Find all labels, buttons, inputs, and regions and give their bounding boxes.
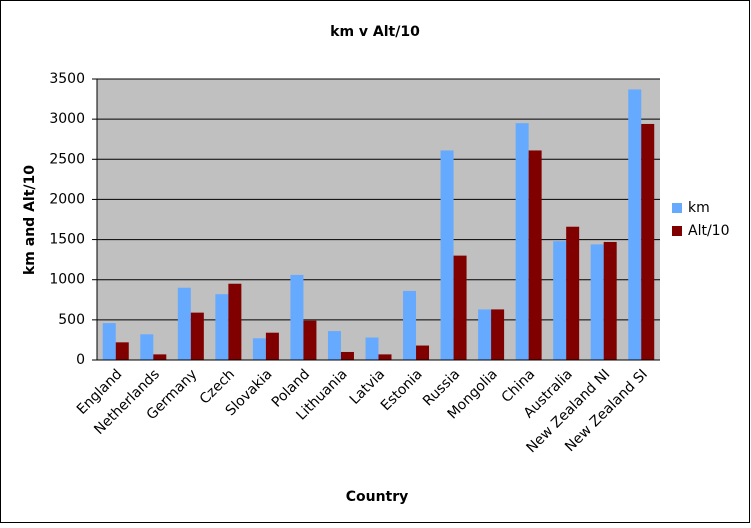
- y-tick-label: 2000: [49, 191, 85, 207]
- y-tick-label: 3500: [49, 71, 85, 87]
- y-tick-label: 500: [58, 312, 85, 328]
- bar: [416, 345, 430, 360]
- bar: [603, 241, 617, 360]
- bar: [303, 320, 317, 360]
- y-tick-label: 1000: [49, 272, 85, 288]
- bar: [102, 323, 116, 360]
- bar: [327, 331, 341, 360]
- bar: [140, 334, 154, 360]
- bar: [340, 351, 354, 360]
- bar: [190, 312, 204, 360]
- bar: [378, 354, 392, 360]
- bar: [177, 287, 191, 360]
- bar: [215, 294, 229, 360]
- bar: [265, 332, 279, 360]
- bar: [228, 283, 242, 360]
- legend-swatch: [672, 226, 682, 236]
- y-tick-label: 1500: [49, 232, 85, 248]
- bar: [528, 150, 542, 360]
- bar: [453, 255, 467, 360]
- bar: [115, 342, 129, 360]
- bar: [553, 241, 567, 360]
- y-tick-label: 3000: [49, 111, 85, 127]
- bar: [515, 123, 529, 361]
- bar: [641, 123, 655, 361]
- bar: [628, 89, 642, 361]
- y-tick-label: 2500: [49, 151, 85, 167]
- bar: [153, 354, 167, 360]
- x-axis-title: Country: [346, 489, 409, 505]
- bar: [590, 244, 604, 360]
- y-axis-title: km and Alt/10: [22, 165, 38, 275]
- bar: [491, 309, 505, 360]
- bar: [365, 337, 379, 360]
- y-tick-label: 0: [76, 352, 85, 368]
- bar: [478, 309, 492, 360]
- bar: [403, 290, 417, 360]
- bar: [252, 338, 266, 360]
- chart-title: km v Alt/10: [330, 24, 420, 40]
- legend-swatch: [672, 203, 682, 213]
- bar: [566, 226, 580, 360]
- bar: [440, 150, 454, 360]
- legend-label: km: [688, 200, 710, 216]
- bar: [290, 274, 304, 360]
- legend-label: Alt/10: [688, 223, 730, 239]
